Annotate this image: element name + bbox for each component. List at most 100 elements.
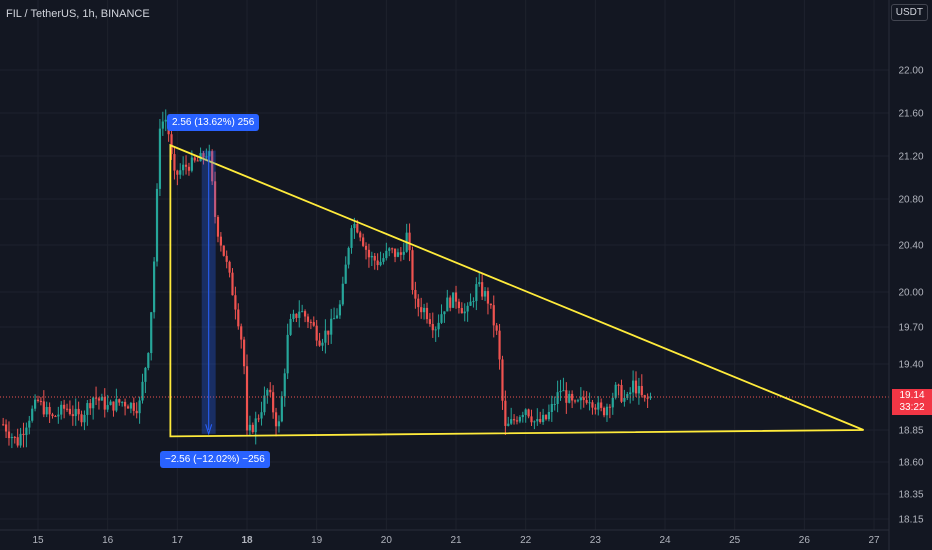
candle-body — [254, 418, 257, 433]
candle-body — [646, 397, 649, 399]
candle-body — [193, 157, 196, 161]
symbol-title: FIL / TetherUS, 1h, BINANCE — [6, 8, 150, 20]
candle-body — [237, 309, 240, 327]
candle-body — [515, 420, 519, 422]
time-axis[interactable]: 15 16 17 18 19 20 21 22 23 24 25 26 27 — [0, 529, 889, 546]
candle-body — [182, 164, 185, 171]
candle-body — [112, 401, 115, 411]
candle-body — [489, 303, 492, 306]
price-tick-label: 18.15 — [898, 515, 923, 526]
candle-body — [187, 166, 191, 171]
candle-body — [292, 313, 295, 319]
candle-body — [440, 314, 443, 323]
candle-body — [92, 397, 95, 409]
candle-body — [367, 249, 371, 258]
candle-body — [617, 384, 620, 386]
candle-body — [65, 408, 69, 410]
candle-body — [452, 292, 455, 308]
candle-body — [115, 399, 118, 411]
candle-body — [60, 404, 63, 415]
candle-body — [45, 406, 48, 415]
candle-body — [301, 311, 304, 313]
candle-body — [42, 401, 45, 415]
candle-body — [109, 401, 112, 406]
candle-body — [576, 400, 580, 402]
candle-body — [39, 400, 43, 402]
candle-body — [588, 402, 591, 404]
currency-button[interactable]: USDT — [890, 4, 928, 21]
candle-body — [431, 323, 434, 331]
candle-body — [216, 216, 220, 237]
candle-body — [335, 315, 339, 319]
candle-body — [132, 402, 135, 411]
candle-body — [295, 313, 298, 318]
candle-body — [483, 291, 487, 297]
candle-body — [594, 407, 597, 410]
candle-body — [605, 406, 609, 416]
candle-body — [129, 402, 132, 409]
candle-body — [475, 284, 478, 302]
price-tick-label: 22.00 — [898, 66, 923, 77]
candle-body — [530, 416, 533, 423]
time-tick-label: 21 — [450, 535, 462, 546]
candle-body — [245, 366, 249, 431]
candle-body — [469, 301, 472, 306]
candle-body — [158, 128, 162, 189]
price-tick-label: 21.60 — [898, 109, 923, 120]
candle-body — [68, 408, 72, 415]
measure-bar[interactable] — [201, 150, 216, 436]
candle-body — [298, 311, 301, 318]
candle-body — [550, 404, 553, 413]
candle-body — [620, 385, 623, 402]
candle-body — [196, 160, 199, 162]
candle-body — [393, 248, 397, 257]
candle-body — [240, 326, 243, 340]
candle-body — [272, 392, 275, 413]
candle-body — [425, 307, 429, 320]
candle-body — [155, 188, 159, 262]
candle-body — [153, 261, 156, 313]
candle-body — [48, 406, 51, 415]
candle-body — [437, 322, 440, 330]
candle-body — [286, 334, 289, 374]
time-tick-label: 20 — [381, 535, 393, 546]
candle-body — [202, 153, 205, 158]
candle-body — [266, 389, 269, 396]
candle-body — [542, 414, 545, 423]
candle-body — [89, 403, 92, 409]
candle-body — [170, 134, 173, 155]
candle-body — [373, 255, 376, 261]
candle-body — [344, 264, 347, 284]
candle-body — [161, 121, 164, 129]
candle-body — [324, 330, 327, 343]
candle-body — [559, 390, 562, 393]
candle-body — [36, 399, 40, 401]
candle-body — [629, 392, 632, 395]
candle-body — [356, 223, 359, 233]
candle-body — [205, 156, 208, 158]
candle-body — [106, 405, 109, 410]
candle-body — [422, 307, 426, 313]
candle-body — [150, 312, 153, 354]
candle-body — [31, 408, 34, 421]
measure-label-down: −2.56 (−12.02%) −256 — [160, 451, 270, 468]
time-tick-label: 15 — [32, 535, 44, 546]
candle-body — [135, 410, 138, 414]
candle-body — [399, 252, 402, 255]
candle-body — [19, 433, 22, 446]
candle-body — [460, 308, 463, 314]
candle-body — [562, 390, 565, 392]
candle-body — [77, 408, 80, 415]
triangle-drawing[interactable] — [169, 143, 864, 438]
candle-body — [417, 298, 420, 308]
last-price-tag: 19.14 33:22 — [892, 389, 932, 415]
price-axis[interactable]: 22.00 21.60 21.20 20.80 20.40 20.00 19.70 19.40… — [888, 0, 924, 550]
candle-body — [498, 330, 501, 360]
candle-body — [144, 367, 147, 382]
candle-body — [518, 417, 521, 422]
candle-body — [492, 305, 495, 326]
candle-body — [350, 228, 353, 248]
candle-body — [481, 282, 484, 297]
candle-body — [457, 301, 461, 309]
